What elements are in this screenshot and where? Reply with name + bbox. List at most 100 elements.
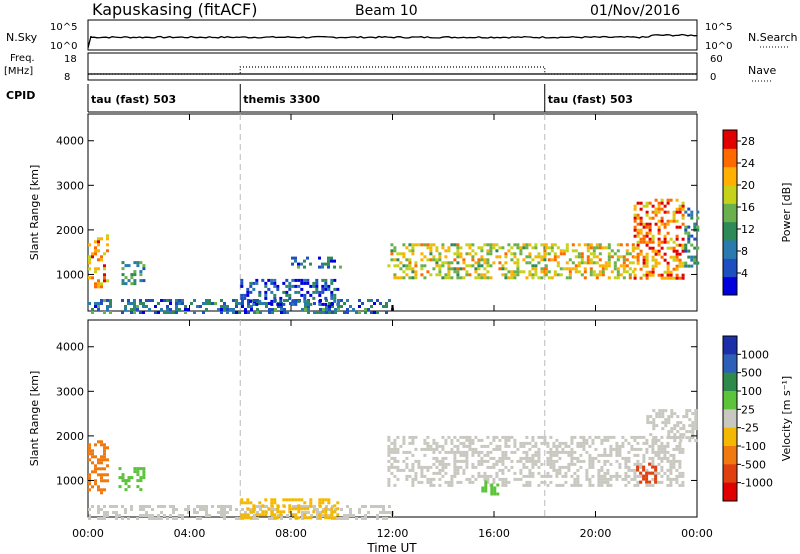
- data-cell: [525, 261, 529, 265]
- data-cell: [471, 441, 475, 445]
- data-cell: [565, 261, 569, 265]
- data-cell: [471, 462, 475, 466]
- data-cell: [624, 459, 628, 463]
- y-tick-label: 2000: [56, 224, 84, 237]
- data-cell: [387, 459, 391, 463]
- data-cell: [601, 267, 605, 271]
- data-cell: [325, 505, 328, 508]
- data-cell: [261, 510, 265, 514]
- data-cell: [100, 302, 103, 305]
- data-cell: [402, 243, 406, 247]
- data-cell: [558, 441, 562, 445]
- data-cell: [681, 237, 685, 241]
- data-cell: [124, 488, 128, 492]
- data-cell: [555, 474, 559, 478]
- data-cell: [249, 299, 253, 303]
- data-cell: [688, 436, 692, 440]
- data-cell: [444, 462, 448, 466]
- data-cell: [414, 276, 418, 280]
- data-cell: [444, 438, 448, 442]
- data-cell: [615, 444, 619, 448]
- data-cell: [628, 276, 632, 280]
- data-cell: [282, 510, 286, 514]
- data-cell: [544, 267, 548, 271]
- data-cell: [441, 246, 445, 250]
- data-cell: [94, 470, 97, 474]
- data-cell: [630, 468, 634, 472]
- data-cell: [240, 284, 244, 288]
- data-cell: [582, 438, 586, 442]
- data-cell: [190, 302, 193, 305]
- data-cell: [279, 513, 283, 517]
- data-cell: [597, 474, 601, 478]
- data-cell: [670, 436, 674, 440]
- data-cell: [408, 267, 412, 271]
- data-cell: [450, 450, 454, 454]
- data-cell: [489, 465, 493, 469]
- data-cell: [456, 438, 460, 442]
- data-cell: [651, 258, 655, 262]
- data-cell: [325, 305, 328, 308]
- data-cell: [660, 474, 664, 478]
- data-cell: [592, 270, 596, 274]
- data-cell: [438, 273, 442, 277]
- data-cell: [592, 252, 596, 256]
- data-cell: [636, 258, 640, 262]
- data-cell: [576, 444, 580, 448]
- data-cell: [606, 438, 610, 442]
- data-cell: [627, 480, 631, 484]
- data-cell: [672, 453, 676, 457]
- data-cell: [657, 462, 661, 466]
- data-cell: [346, 299, 349, 302]
- data-cell: [498, 459, 502, 463]
- data-cell: [252, 287, 256, 291]
- data-cell: [504, 252, 508, 256]
- data-cell: [516, 264, 520, 268]
- data-cell: [408, 264, 412, 268]
- data-cell: [297, 498, 301, 502]
- data-cell: [405, 450, 409, 454]
- data-cell: [501, 468, 505, 472]
- data-cell: [462, 258, 466, 262]
- data-cell: [553, 270, 557, 274]
- data-cell: [172, 311, 175, 314]
- data-cell: [429, 273, 433, 277]
- data-cell: [333, 259, 336, 263]
- data-cell: [426, 444, 430, 448]
- nsky-strip: [87, 19, 698, 51]
- data-cell: [393, 246, 397, 250]
- data-cell: [414, 477, 418, 481]
- data-cell: [399, 252, 403, 256]
- data-cell: [358, 508, 361, 511]
- data-cell: [426, 258, 430, 262]
- data-cell: [142, 514, 145, 517]
- data-cell: [343, 517, 346, 520]
- data-cell: [516, 243, 520, 247]
- data-cell: [286, 514, 289, 517]
- data-cell: [582, 459, 586, 463]
- data-cell: [91, 461, 94, 465]
- data-cell: [456, 444, 460, 448]
- data-cell: [558, 456, 562, 460]
- data-cell: [546, 450, 550, 454]
- data-cell: [580, 252, 584, 256]
- data-cell: [660, 480, 664, 484]
- data-cell: [648, 444, 652, 448]
- data-cell: [477, 264, 481, 268]
- data-cell: [352, 514, 355, 517]
- data-cell: [696, 246, 700, 250]
- data-cell: [340, 517, 343, 520]
- data-cell: [655, 424, 659, 428]
- data-cell: [330, 290, 334, 294]
- colorbar-swatch: [723, 409, 737, 429]
- data-cell: [106, 237, 109, 241]
- data-cell: [160, 505, 163, 508]
- data-cell: [88, 514, 91, 517]
- data-cell: [142, 508, 145, 511]
- data-cell: [414, 471, 418, 475]
- data-cell: [642, 204, 646, 208]
- data-cell: [609, 483, 613, 487]
- data-cell: [124, 308, 127, 311]
- data-cell: [607, 264, 611, 268]
- data-cell: [547, 270, 551, 274]
